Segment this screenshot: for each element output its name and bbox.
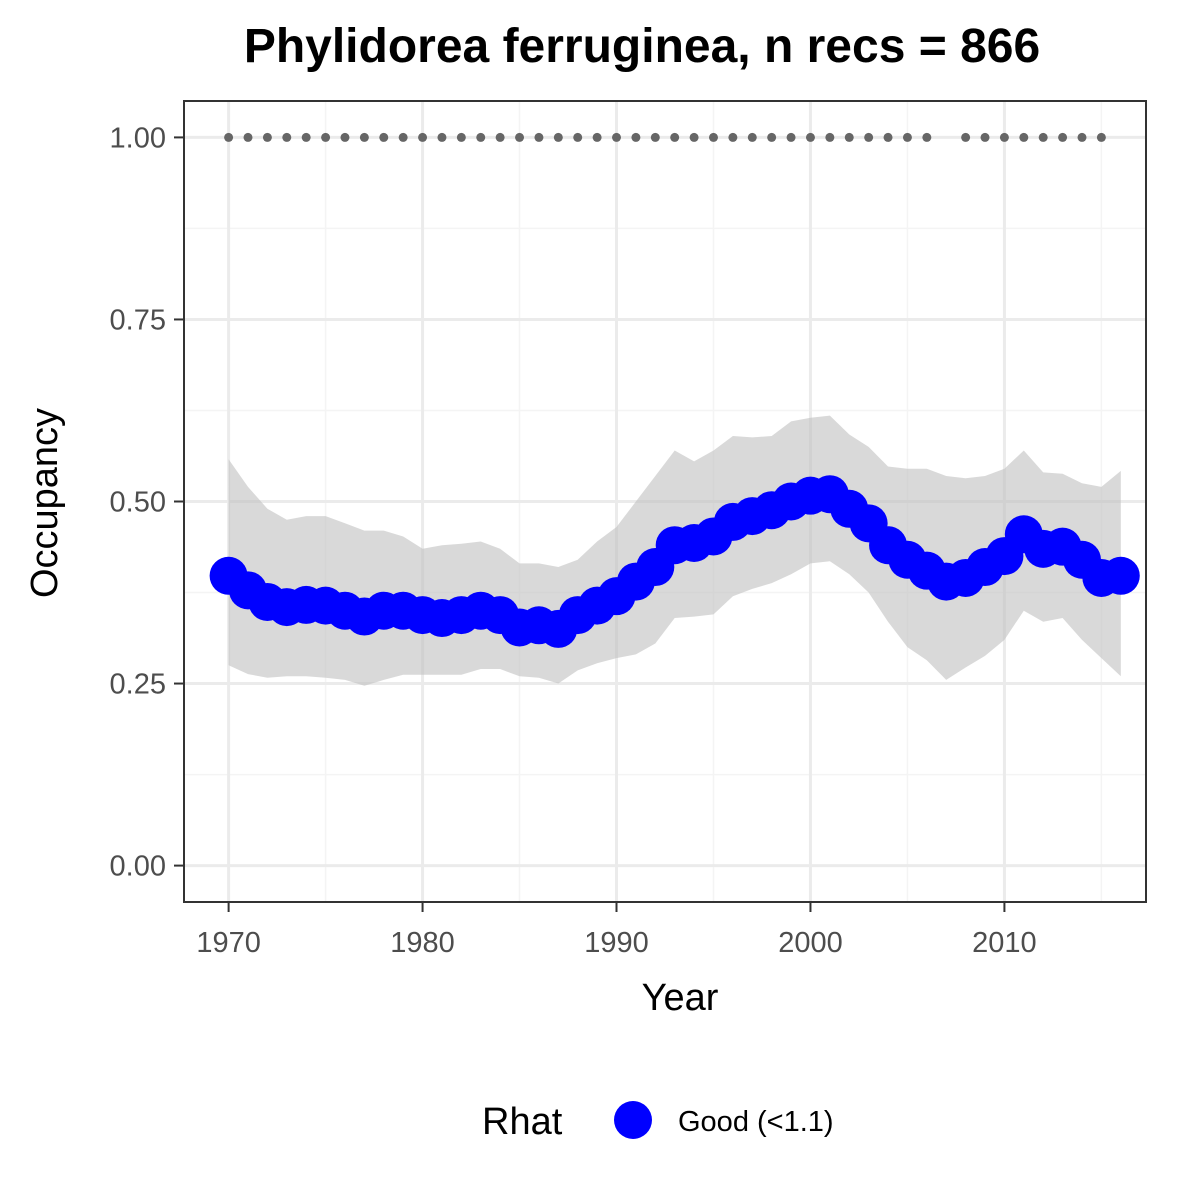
record-dot: [864, 132, 874, 142]
legend-key-good: [614, 1101, 652, 1139]
record-dot: [418, 132, 428, 142]
occupancy-point: [1101, 556, 1140, 595]
record-dot: [961, 132, 971, 142]
record-dot: [631, 132, 641, 142]
record-dot: [786, 132, 796, 142]
record-dot: [747, 132, 757, 142]
x-tick-label: 1970: [196, 927, 261, 959]
x-tick-label: 1980: [390, 927, 455, 959]
record-dot: [224, 132, 234, 142]
y-tick-label: 0.50: [110, 487, 166, 519]
occupancy-points: [209, 475, 1140, 648]
record-dot: [262, 132, 272, 142]
y-axis-title: Occupancy: [24, 408, 66, 598]
record-dot: [592, 132, 602, 142]
record-dot: [1058, 132, 1068, 142]
record-dot: [825, 132, 835, 142]
record-dot: [1019, 132, 1029, 142]
x-tick-label: 1990: [584, 927, 649, 959]
record-dot: [1038, 132, 1048, 142]
record-dot: [515, 132, 525, 142]
record-dot: [883, 132, 893, 142]
record-dot: [922, 132, 932, 142]
record-dot: [767, 132, 777, 142]
record-dot: [398, 132, 408, 142]
record-dot: [495, 132, 505, 142]
plot-panel: [183, 100, 1147, 903]
y-tick-label: 0.25: [110, 669, 166, 701]
record-dot: [553, 132, 563, 142]
y-tick-label: 0.00: [110, 851, 166, 883]
record-dot: [844, 132, 854, 142]
record-dot: [359, 132, 369, 142]
record-dot: [282, 132, 292, 142]
record-dot: [708, 132, 718, 142]
record-dot: [670, 132, 680, 142]
record-dot: [728, 132, 738, 142]
y-axis: 0.00 0.25 0.50 0.75 1.00: [110, 122, 184, 883]
record-dot: [902, 132, 912, 142]
record-dot: [379, 132, 389, 142]
record-dot: [534, 132, 544, 142]
record-dot: [612, 132, 622, 142]
record-dot: [340, 132, 350, 142]
record-dot: [573, 132, 583, 142]
record-dot: [980, 132, 990, 142]
x-axis: 1970 1980 1990 2000 2010: [196, 902, 1037, 959]
legend-label-good: Good (<1.1): [678, 1106, 834, 1138]
record-dot: [1096, 132, 1106, 142]
record-dot: [650, 132, 660, 142]
record-dot: [301, 132, 311, 142]
legend-title: Rhat: [482, 1101, 563, 1143]
legend: Rhat Good (<1.1): [482, 1101, 834, 1143]
record-dot: [805, 132, 815, 142]
record-dot: [243, 132, 253, 142]
chart-title: Phylidorea ferruginea, n recs = 866: [244, 20, 1040, 73]
record-dot: [476, 132, 486, 142]
y-tick-label: 0.75: [110, 304, 166, 336]
record-dot: [456, 132, 466, 142]
x-tick-label: 2000: [778, 927, 843, 959]
x-tick-label: 2010: [972, 927, 1037, 959]
record-dot: [321, 132, 331, 142]
y-tick-label: 1.00: [110, 122, 166, 154]
record-dot: [1077, 132, 1087, 142]
record-dot: [689, 132, 699, 142]
x-axis-title: Year: [642, 977, 719, 1019]
record-dot: [999, 132, 1009, 142]
record-dot: [437, 132, 447, 142]
record-dots: [224, 132, 1106, 142]
